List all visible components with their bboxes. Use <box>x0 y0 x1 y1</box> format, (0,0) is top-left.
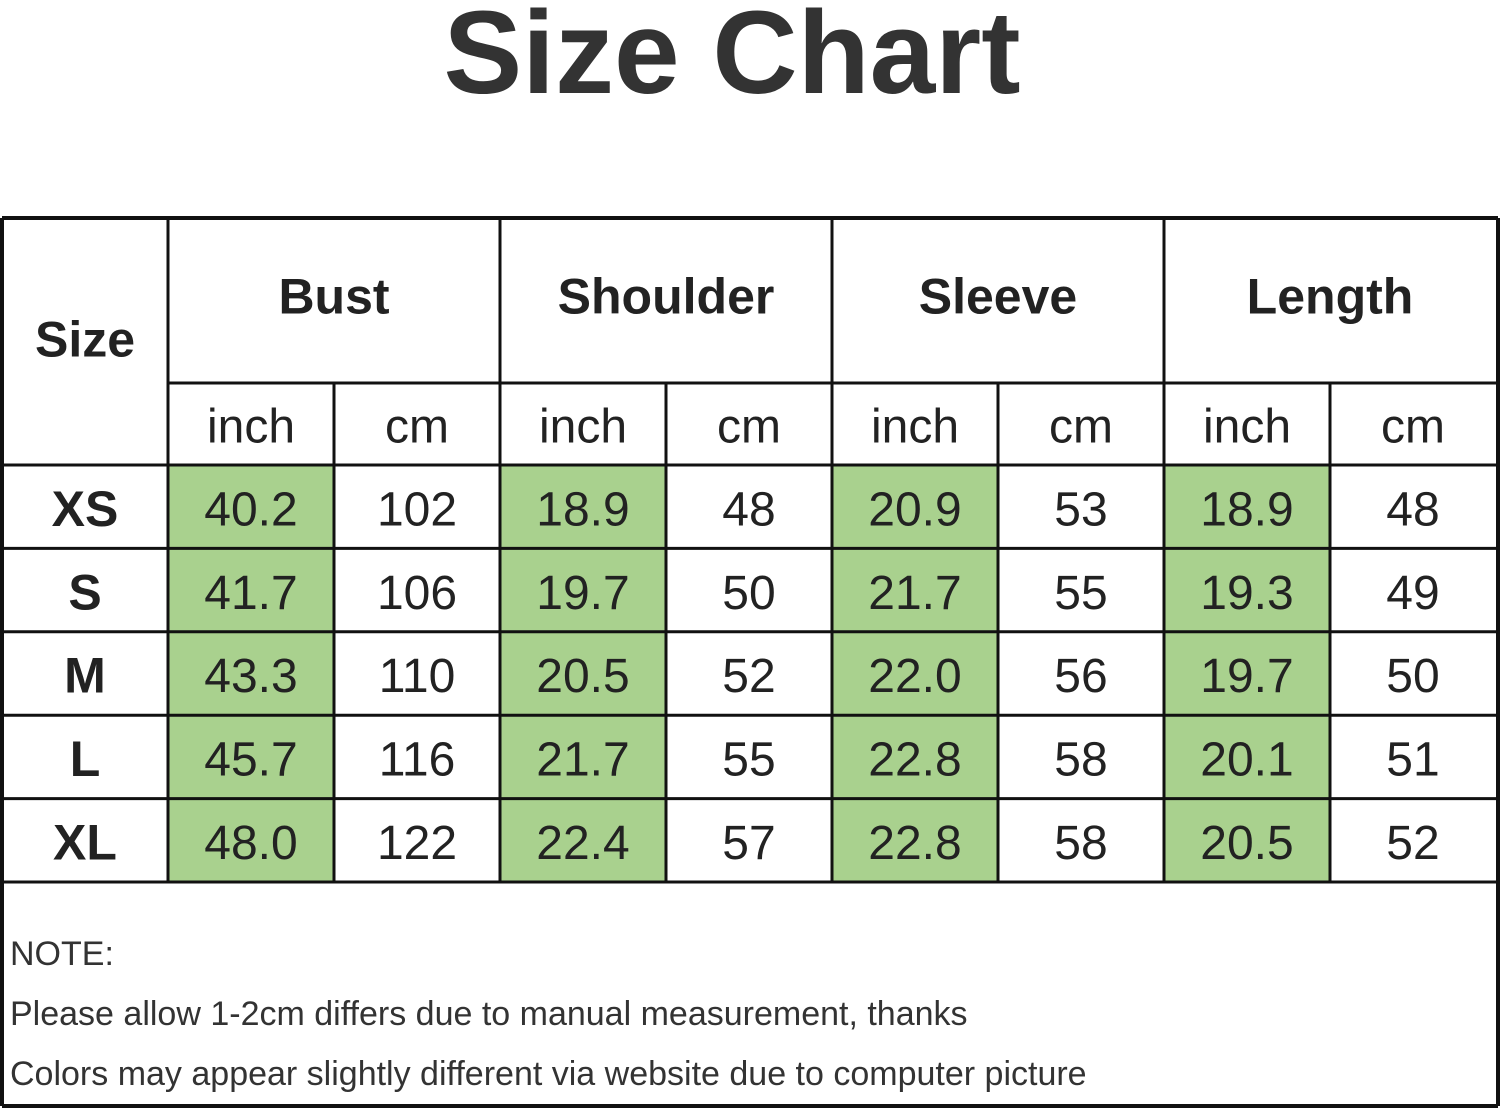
cell: 52 <box>722 650 775 703</box>
highlight-cell <box>168 798 334 882</box>
cell: 22.8 <box>868 734 961 787</box>
cell: 102 <box>377 483 457 536</box>
cell: 52 <box>1386 817 1439 870</box>
highlight-cell <box>168 715 334 799</box>
cell: 48 <box>1386 483 1439 536</box>
cell: 41.7 <box>204 567 297 620</box>
cell: 45.7 <box>204 734 297 787</box>
cell: 18.9 <box>536 483 629 536</box>
cell: 19.7 <box>536 567 629 620</box>
title: Size Chart <box>443 0 1020 119</box>
cell: 18.9 <box>1200 483 1293 536</box>
highlight-cell <box>500 631 666 716</box>
cell: 116 <box>379 734 456 787</box>
group-header: Shoulder <box>558 269 775 325</box>
highlight-cell <box>832 465 998 549</box>
size-label: S <box>68 564 101 620</box>
cell: 50 <box>722 567 775 620</box>
highlight-cell <box>832 548 998 632</box>
cell: 57 <box>722 817 775 870</box>
note-line: Colors may appear slightly different via… <box>10 1055 1087 1093</box>
size-header: Size <box>35 312 135 368</box>
highlight-cell <box>832 798 998 882</box>
cell: 21.7 <box>868 567 961 620</box>
cell: 20.1 <box>1200 734 1293 787</box>
highlight-cell <box>1164 548 1330 632</box>
cell: 19.7 <box>1200 650 1293 703</box>
unit-header: inch <box>539 401 627 454</box>
cell: 20.5 <box>536 650 629 703</box>
highlight-cell <box>168 548 334 632</box>
highlight-cell <box>832 631 998 716</box>
highlight-cell <box>500 798 666 882</box>
unit-header: cm <box>1049 401 1113 454</box>
unit-header: cm <box>717 401 781 454</box>
cell: 19.3 <box>1200 567 1293 620</box>
cell: 110 <box>379 650 456 703</box>
unit-header: cm <box>1381 401 1445 454</box>
cell: 22.8 <box>868 817 961 870</box>
cell: 50 <box>1386 650 1439 703</box>
cell: 106 <box>377 567 457 620</box>
highlight-cell <box>168 465 334 549</box>
cell: 55 <box>722 734 775 787</box>
unit-header: inch <box>207 401 295 454</box>
size-label: XS <box>52 481 119 537</box>
cell: 20.5 <box>1200 817 1293 870</box>
unit-header: inch <box>1203 401 1291 454</box>
cell: 43.3 <box>204 650 297 703</box>
cell: 49 <box>1386 567 1439 620</box>
highlight-cell <box>832 715 998 799</box>
highlight-cell <box>168 631 334 716</box>
cell: 53 <box>1054 483 1107 536</box>
cell: 48 <box>722 483 775 536</box>
highlight-cell <box>1164 798 1330 882</box>
cell: 56 <box>1054 650 1107 703</box>
unit-header: inch <box>871 401 959 454</box>
note-line: Please allow 1-2cm differs due to manual… <box>10 995 968 1033</box>
group-header: Bust <box>278 269 389 325</box>
note-title: NOTE: <box>10 935 114 973</box>
cell: 51 <box>1386 734 1439 787</box>
size-label: XL <box>53 815 117 871</box>
cell: 122 <box>377 817 457 870</box>
cell: 22.0 <box>868 650 961 703</box>
highlight-cell <box>1164 715 1330 799</box>
group-header: Sleeve <box>919 269 1077 325</box>
cell: 55 <box>1054 567 1107 620</box>
cell: 21.7 <box>536 734 629 787</box>
size-label: M <box>64 648 106 704</box>
highlight-cell <box>500 548 666 632</box>
cell: 40.2 <box>204 483 297 536</box>
highlight-cell <box>500 715 666 799</box>
highlight-cell <box>1164 631 1330 716</box>
cell: 58 <box>1054 817 1107 870</box>
cell: 58 <box>1054 734 1107 787</box>
cell: 22.4 <box>536 817 629 870</box>
cell: 20.9 <box>868 483 961 536</box>
size-label: L <box>70 731 101 787</box>
cell: 48.0 <box>204 817 297 870</box>
group-header: Length <box>1247 269 1414 325</box>
highlight-cell <box>1164 465 1330 549</box>
unit-header: cm <box>385 401 449 454</box>
highlight-cell <box>500 465 666 549</box>
